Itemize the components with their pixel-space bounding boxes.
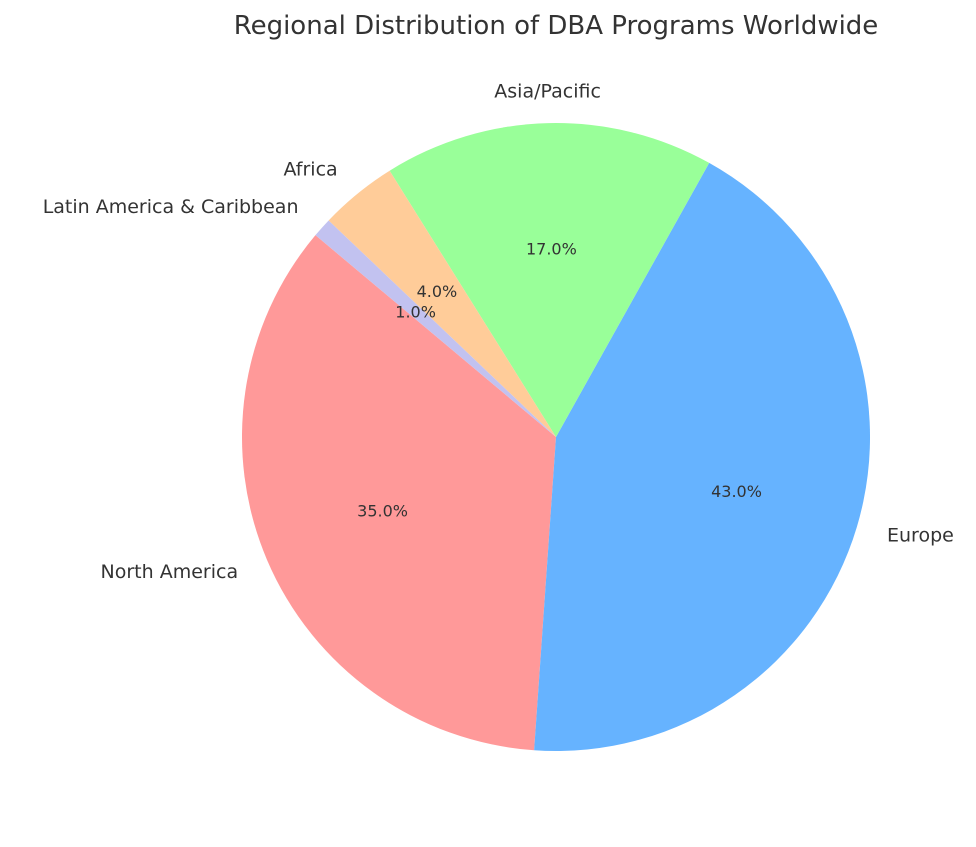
slice-percent-north-america: 35.0% xyxy=(357,502,408,521)
slice-label-europe: Europe xyxy=(887,525,954,547)
slice-label-latin-america-caribbean: Latin America & Caribbean xyxy=(43,196,299,218)
slice-asia-pacific xyxy=(389,122,710,437)
slice-percent-africa: 4.0% xyxy=(417,282,458,301)
slice-labels: North America Europe Asia/Pacific Africa Lat… xyxy=(43,81,954,583)
chart-title: Regional Distribution of DBA Programs Wo… xyxy=(234,11,879,41)
slice-europe xyxy=(534,162,871,752)
slice-north-america xyxy=(241,235,556,751)
percent-labels: 35.0% 43.0% 17.0% 4.0%1.0% xyxy=(357,240,762,521)
slice-label-north-america: North America xyxy=(101,561,239,583)
pie-slices xyxy=(241,122,871,752)
slice-label-africa: Africa xyxy=(283,158,337,180)
slice-percent-latin-america-caribbean: 1.0% xyxy=(395,302,436,321)
slice-percent-europe: 43.0% xyxy=(711,482,762,501)
slice-percent-asia-pacific: 17.0% xyxy=(526,240,577,259)
slice-label-asia-pacific: Asia/Pacific xyxy=(494,81,601,103)
slice-latin-america-caribbean xyxy=(315,220,556,437)
slice-africa xyxy=(328,170,556,437)
